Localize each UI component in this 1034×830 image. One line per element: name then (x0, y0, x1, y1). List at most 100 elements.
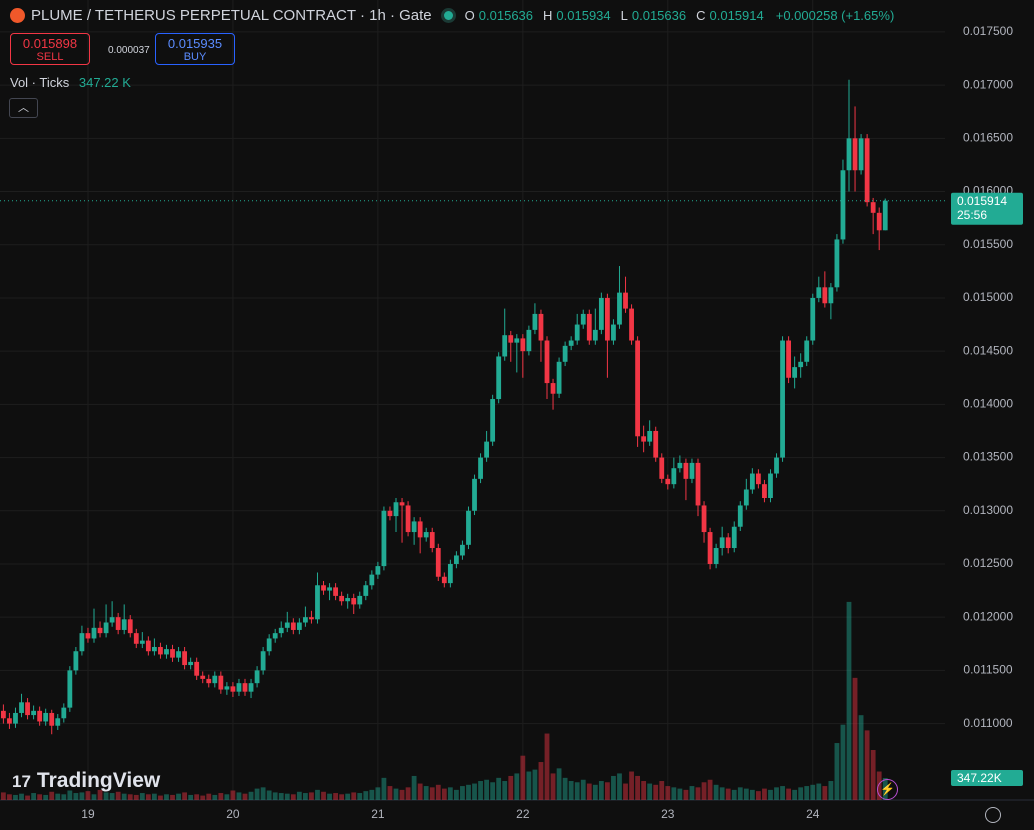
lightning-button[interactable]: ⚡ (877, 779, 898, 800)
volume-bar (218, 793, 224, 800)
candle-body (272, 633, 278, 639)
volume-bar (393, 788, 399, 800)
volume-bar (290, 794, 296, 800)
candle-body (605, 297, 610, 341)
candle-body (496, 356, 502, 400)
candle-body (743, 489, 749, 506)
x-tick-label: 22 (516, 807, 530, 821)
candle-body (296, 622, 302, 630)
volume-bar (707, 779, 713, 800)
candle-body (659, 457, 665, 479)
volume-bar (164, 794, 169, 800)
candle-body (182, 651, 187, 666)
candle-body (405, 505, 411, 533)
candle-body (333, 587, 338, 596)
volume-bar (145, 794, 151, 800)
volume-bar (526, 771, 532, 800)
candle-body (327, 587, 332, 591)
volume-bar (756, 791, 761, 800)
candle-body (121, 619, 127, 630)
candle-body (719, 537, 725, 549)
volume-bar (357, 793, 363, 800)
candle-body (635, 340, 640, 437)
candle-body (315, 585, 320, 620)
volume-legend: Vol · Ticks 347.22 K (10, 75, 131, 90)
volume-badge-label: 347.22K (957, 771, 1002, 785)
volume-bar (158, 795, 163, 800)
volume-legend-label: Vol · Ticks (10, 75, 70, 90)
candle-body (580, 313, 586, 325)
volume-bar (713, 784, 719, 800)
logo-text: TradingView (36, 769, 161, 792)
ohlc-label: O (464, 8, 475, 23)
candle-body (671, 468, 677, 485)
candle-body (683, 462, 689, 479)
sell-button[interactable]: 0.015898 SELL (10, 33, 90, 65)
candle-body (611, 324, 616, 341)
volume-bar (749, 789, 755, 800)
candle-body (200, 675, 206, 679)
candle-body (876, 212, 882, 231)
volume-bar (435, 784, 441, 800)
symbol-title[interactable]: PLUME / TETHERUS PERPETUAL CONTRACT · 1h… (31, 7, 432, 24)
candle-body (242, 683, 248, 692)
candle-body (665, 478, 671, 485)
volume-bar (719, 787, 725, 800)
candle-body (399, 502, 405, 506)
candle-body (586, 313, 592, 341)
volume-bar (725, 788, 731, 800)
settings-button[interactable] (985, 807, 1001, 823)
candle-body (864, 138, 870, 203)
spread: 0.000037 (108, 45, 150, 56)
last-price-label: 0.015914 (957, 194, 1007, 208)
candle-body (762, 484, 767, 499)
candle-body (303, 617, 308, 623)
volume-bar (278, 793, 284, 800)
volume-bar (37, 794, 43, 800)
candle-body (103, 622, 109, 634)
volume-bar (677, 788, 683, 800)
candle-body (798, 361, 804, 368)
candle-body (170, 649, 175, 658)
volume-bar (768, 789, 773, 800)
volume-bar (139, 793, 145, 800)
collapse-button[interactable]: ︿ (9, 98, 38, 118)
candle-body (218, 675, 224, 690)
candle-body (248, 683, 254, 692)
volume-bar (484, 779, 489, 800)
volume-bar (447, 787, 453, 800)
symbol-header: PLUME / TETHERUS PERPETUAL CONTRACT · 1h… (10, 7, 894, 24)
candle-body (164, 649, 169, 655)
buy-label: BUY (183, 51, 207, 63)
volume-bar (472, 783, 477, 800)
volume-bar (61, 794, 67, 800)
volume-bar (381, 777, 387, 800)
volume-bar (7, 794, 12, 800)
ohlc-value: 0.015914 (709, 8, 764, 23)
volume-bar (623, 783, 628, 800)
ohlc-label: C (696, 8, 706, 23)
volume-bar (423, 786, 429, 800)
volume-bar (176, 793, 181, 800)
candle-body (152, 646, 157, 652)
volume-bar (792, 789, 798, 800)
candle-body (834, 239, 840, 288)
volume-bar (339, 794, 345, 800)
volume-bar (55, 793, 61, 800)
scale-bg (945, 0, 1034, 830)
volume-bar (580, 779, 586, 800)
candle-body (194, 661, 200, 676)
candle-body (556, 361, 562, 394)
candle-body (490, 399, 496, 442)
candle-body (617, 292, 622, 325)
volume-bar (701, 782, 707, 800)
buy-button[interactable]: 0.015935 BUY (155, 33, 235, 65)
candle-body (810, 297, 816, 341)
volume-bar (822, 786, 828, 800)
candle-body (345, 598, 351, 602)
y-tick-label: 0.012000 (963, 609, 1013, 623)
volume-bar (242, 793, 248, 800)
volume-bar (671, 787, 677, 800)
candle-body (882, 200, 888, 231)
volume-bar (411, 775, 417, 800)
